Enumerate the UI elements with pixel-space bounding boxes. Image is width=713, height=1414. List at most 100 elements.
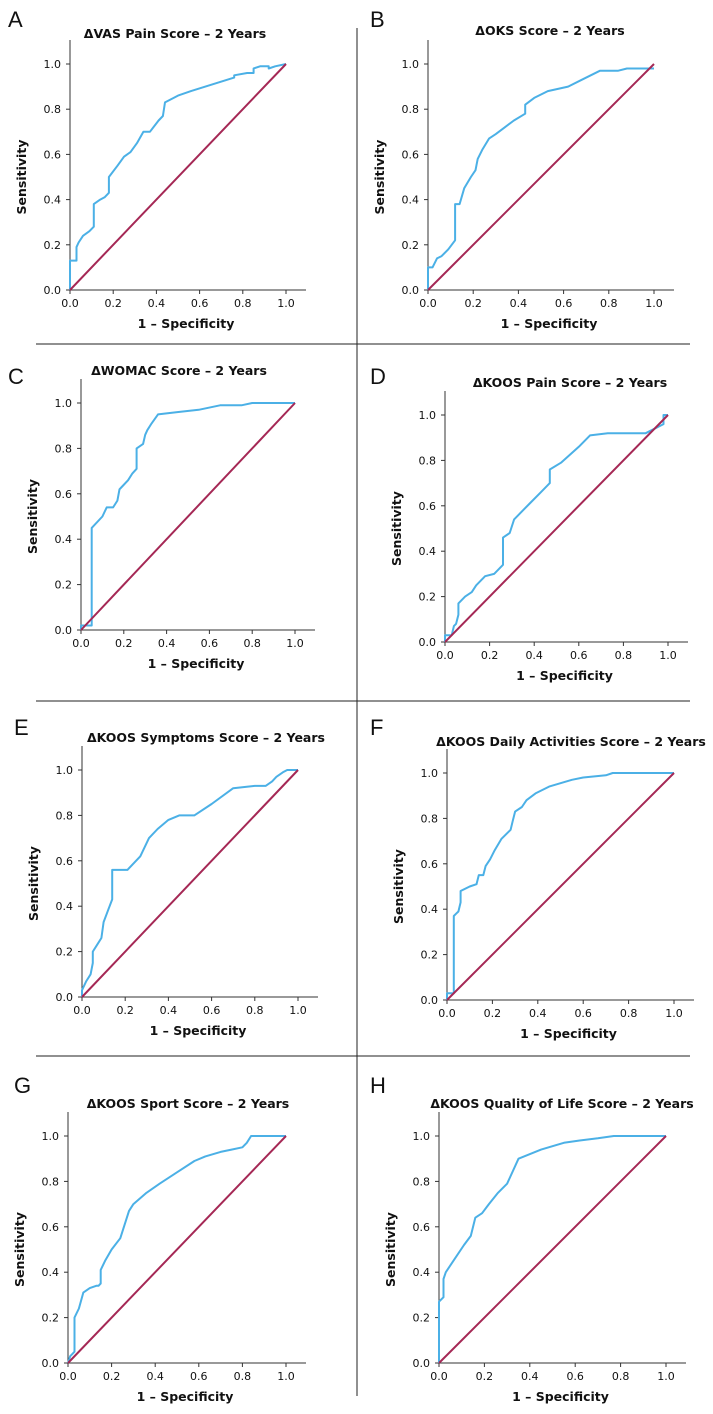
y-tick-label: 0.4 (44, 194, 62, 207)
panel-letter: C (8, 364, 24, 389)
x-tick-label: 0.0 (438, 1007, 456, 1020)
x-tick-label: 0.2 (464, 297, 482, 310)
reference-line (81, 769, 299, 998)
x-tick-label: 0.4 (510, 297, 528, 310)
y-axis-label: Sensitivity (389, 491, 404, 566)
y-tick-label: 0.4 (56, 900, 74, 913)
y-tick-label: 0.0 (402, 284, 420, 297)
y-tick-label: 0.2 (421, 949, 439, 962)
x-axis-label: 1 – Specificity (501, 316, 598, 331)
x-axis-label: 1 – Specificity (148, 656, 245, 671)
y-tick-label: 0.2 (413, 1312, 431, 1325)
x-axis-label: 1 – Specificity (137, 1389, 234, 1404)
chart-title: ΔOKS Score – 2 Years (475, 23, 624, 38)
y-tick-label: 0.2 (42, 1312, 60, 1325)
chart-title: ΔKOOS Symptoms Score – 2 Years (87, 730, 325, 745)
reference-line (444, 414, 669, 643)
chart-title: ΔKOOS Quality of Life Score – 2 Years (430, 1096, 693, 1111)
panel-h: H ΔKOOS Quality of Life Score – 2 Years 0.… (370, 1073, 694, 1404)
y-axis-label: Sensitivity (14, 140, 29, 215)
panel-letter: A (8, 7, 23, 32)
panel-c: C ΔWOMAC Score – 2 Years 0.0 0.2 0.4 0.6 0.8 1.… (8, 363, 315, 671)
panel-b: B ΔOKS Score – 2 Years 0.0 0.2 0.4 0.6 0.8 1.0 0… (370, 7, 674, 331)
y-tick-label: 0.4 (42, 1266, 60, 1279)
y-tick-label: 1.0 (413, 1130, 431, 1143)
roc-curve (438, 1135, 666, 1363)
panel-letter: D (370, 364, 386, 389)
x-tick-label: 0.2 (484, 1007, 502, 1020)
y-tick-label: 0.0 (413, 1357, 431, 1370)
y-axis-label: Sensitivity (12, 1212, 27, 1287)
panel-d: D ΔKOOS Pain Score – 2 Years 0.0 0.2 0.4 0.6 0… (370, 364, 688, 683)
y-tick-label: 0.2 (419, 591, 437, 604)
x-tick-label: 0.8 (243, 637, 261, 650)
x-tick-label: 0.0 (59, 1370, 77, 1383)
y-tick-label: 0.8 (42, 1175, 60, 1188)
y-tick-label: 0.6 (421, 858, 439, 871)
x-tick-label: 0.8 (234, 1370, 252, 1383)
panel-a: A ΔVAS Pain Score – 2 Years 0.0 0.2 0.4 0.6 0.… (8, 7, 306, 331)
panel-letter: H (370, 1073, 386, 1098)
reference-line (80, 402, 296, 631)
y-tick-label: 0.6 (413, 1221, 431, 1234)
y-tick-label: 0.6 (402, 148, 420, 161)
x-tick-label: 0.2 (481, 649, 499, 662)
x-tick-label: 0.4 (521, 1370, 539, 1383)
y-axis-label: Sensitivity (26, 846, 41, 921)
chart-title: ΔKOOS Daily Activities Score – 2 Years (436, 734, 706, 749)
panel-e: E ΔKOOS Symptoms Score – 2 Years 0.0 0.2 0.4… (14, 715, 325, 1038)
x-tick-label: 1.0 (277, 1370, 295, 1383)
x-tick-label: 1.0 (645, 297, 663, 310)
y-tick-label: 0.2 (56, 946, 74, 959)
x-tick-label: 0.6 (555, 297, 573, 310)
y-tick-label: 0.8 (419, 454, 437, 467)
x-tick-label: 1.0 (286, 637, 304, 650)
x-axis-label: 1 – Specificity (150, 1023, 247, 1038)
x-tick-label: 0.8 (612, 1370, 630, 1383)
chart-title: ΔKOOS Pain Score – 2 Years (473, 375, 667, 390)
x-tick-label: 0.8 (234, 297, 252, 310)
x-tick-label: 0.8 (246, 1004, 264, 1017)
x-tick-label: 1.0 (665, 1007, 683, 1020)
y-tick-label: 0.6 (56, 855, 74, 868)
y-tick-label: 0.0 (56, 991, 74, 1004)
y-tick-label: 0.6 (44, 148, 62, 161)
x-tick-label: 0.4 (148, 297, 166, 310)
chart-title: ΔVAS Pain Score – 2 Years (84, 26, 266, 41)
x-tick-label: 0.6 (190, 1370, 208, 1383)
x-axis-label: 1 – Specificity (520, 1026, 617, 1041)
x-axis-label: 1 – Specificity (138, 316, 235, 331)
x-tick-label: 0.6 (574, 1007, 592, 1020)
y-tick-label: 1.0 (421, 767, 439, 780)
reference-line (67, 1135, 287, 1364)
x-tick-label: 0.0 (430, 1370, 448, 1383)
y-tick-label: 1.0 (55, 397, 73, 410)
x-tick-label: 0.0 (72, 637, 90, 650)
x-tick-label: 0.8 (615, 649, 633, 662)
x-tick-label: 0.2 (103, 1370, 121, 1383)
y-tick-label: 0.2 (44, 239, 62, 252)
y-tick-label: 0.0 (44, 284, 62, 297)
y-tick-label: 0.8 (421, 812, 439, 825)
x-tick-label: 0.8 (600, 297, 618, 310)
roc-curve (69, 63, 287, 290)
x-tick-label: 0.6 (191, 297, 209, 310)
y-tick-label: 0.6 (419, 500, 437, 513)
y-tick-label: 0.4 (421, 903, 439, 916)
y-axis-label: Sensitivity (383, 1212, 398, 1287)
y-tick-label: 1.0 (44, 58, 62, 71)
panel-letter: F (370, 715, 383, 740)
x-tick-label: 0.0 (419, 297, 437, 310)
x-tick-label: 0.2 (104, 297, 122, 310)
x-tick-label: 0.2 (476, 1370, 494, 1383)
y-tick-label: 0.2 (55, 579, 73, 592)
panel-f: F ΔKOOS Daily Activities Score – 2 Years 0… (370, 715, 706, 1041)
x-tick-label: 0.0 (73, 1004, 91, 1017)
y-tick-label: 0.6 (55, 488, 73, 501)
roc-curve (80, 402, 295, 630)
panel-letter: E (14, 715, 29, 740)
x-tick-label: 0.2 (115, 637, 133, 650)
roc-curve (81, 769, 298, 997)
y-tick-label: 1.0 (419, 409, 437, 422)
